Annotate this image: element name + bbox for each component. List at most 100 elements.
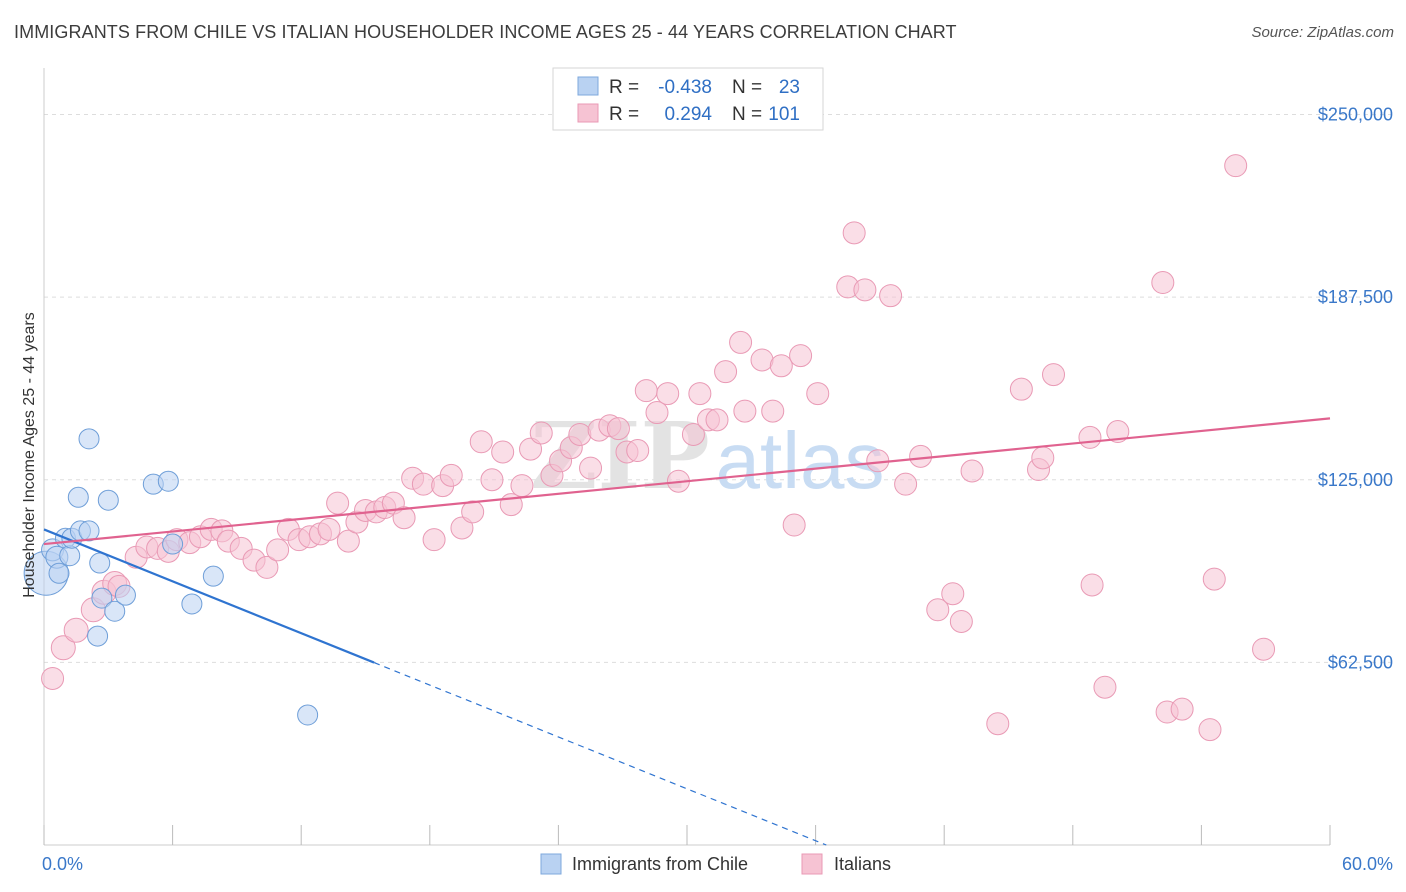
x-tick-label-min: 0.0% — [42, 854, 83, 874]
chile-point — [297, 704, 319, 726]
italians-point — [705, 408, 729, 432]
bottom-legend-swatch-chile — [540, 853, 562, 875]
y-tick-label: $187,500 — [1318, 287, 1393, 307]
legend-swatch-chile — [577, 76, 599, 96]
italians-point — [50, 635, 76, 661]
italians-point — [1198, 718, 1222, 742]
italians-point — [879, 284, 903, 308]
chile-point — [157, 470, 179, 492]
italians-point — [411, 472, 435, 496]
y-tick-label: $250,000 — [1318, 105, 1393, 125]
italians-point — [769, 354, 793, 378]
y-tick-label: $62,500 — [1328, 652, 1393, 672]
italians-point — [568, 422, 592, 446]
grid-lines — [44, 114, 1395, 663]
italians-point — [450, 516, 474, 540]
italians-point — [1080, 573, 1104, 597]
y-tick-labels: $62,500 $125,000 $187,500 $250,000 — [1318, 105, 1393, 673]
italians-point — [1202, 567, 1226, 591]
italians-point — [806, 382, 830, 406]
italians-point — [519, 437, 543, 461]
italians-point — [392, 506, 416, 530]
chart-title: IMMIGRANTS FROM CHILE VS ITALIAN HOUSEHO… — [14, 22, 957, 42]
axes — [43, 68, 1331, 846]
italians-point — [1106, 420, 1130, 444]
series-chile-points — [23, 428, 319, 726]
italians-point — [941, 582, 965, 606]
italians-point — [439, 463, 463, 487]
italians-point — [317, 517, 341, 541]
legend-n-value-italians: 101 — [768, 104, 800, 125]
legend-n-value-chile: 23 — [779, 77, 800, 98]
legend-n-label-italians: N = — [732, 104, 762, 125]
italians-point — [714, 360, 738, 384]
italians-point — [63, 617, 89, 643]
italians-point — [729, 330, 753, 354]
chile-point — [162, 533, 184, 555]
legend-r-label-chile: R = — [609, 77, 639, 98]
italians-point — [986, 712, 1010, 736]
italians-point — [750, 348, 774, 372]
chile-point — [114, 584, 136, 606]
chile-point — [78, 520, 100, 542]
italians-point — [656, 382, 680, 406]
y-tick-label: $125,000 — [1318, 470, 1393, 490]
italians-point — [853, 278, 877, 302]
series-italians-points — [41, 154, 1276, 742]
italians-point — [782, 513, 806, 537]
italians-point — [634, 379, 658, 403]
italians-point — [926, 598, 950, 622]
italians-point — [491, 440, 515, 464]
italians-point — [1093, 675, 1117, 699]
x-tick-label-max: 60.0% — [1342, 854, 1393, 874]
italians-point — [733, 399, 757, 423]
italians-point — [1031, 446, 1055, 470]
bottom-legend-swatch-italians — [801, 853, 823, 875]
legend-r-value-italians: 0.294 — [664, 104, 712, 125]
italians-point — [681, 422, 705, 446]
source-label: Source: ZipAtlas.com — [1251, 24, 1394, 41]
italians-point — [949, 609, 973, 633]
italians-point — [469, 430, 493, 454]
italians-point — [789, 344, 813, 368]
bottom-legend-label-chile: Immigrants from Chile — [572, 854, 748, 874]
legend-swatch-italians — [577, 103, 599, 123]
x-tick-labels: 0.0% 60.0% — [42, 854, 1393, 874]
stats-legend: R = -0.438 N = 23 R = 0.294 N = 101 — [552, 67, 824, 131]
italians-point — [606, 417, 630, 441]
italians-point — [422, 528, 446, 552]
trend-lines — [43, 417, 1331, 846]
italians-point — [1042, 363, 1066, 387]
italians-point — [1009, 377, 1033, 401]
bottom-legend-label-italians: Italians — [834, 854, 891, 874]
italians-point — [894, 472, 918, 496]
italians-point — [255, 555, 279, 579]
italians-point — [1078, 425, 1102, 449]
chile-point — [91, 587, 113, 609]
italians-point — [626, 439, 650, 463]
italians-point — [529, 421, 553, 445]
chile-point — [181, 593, 203, 615]
chile-trend-line — [43, 528, 375, 664]
chile-point — [67, 486, 89, 508]
chile-point — [89, 552, 111, 574]
chile-trend-extension — [373, 662, 827, 846]
italians-point — [1224, 154, 1248, 178]
italians-point — [336, 529, 360, 553]
italians-point — [510, 474, 534, 498]
italians-point — [266, 538, 290, 562]
italians-point — [761, 399, 785, 423]
italians-point — [842, 221, 866, 245]
chile-point — [78, 428, 100, 450]
legend-n-label-chile: N = — [732, 77, 762, 98]
chile-point — [48, 562, 70, 584]
italians-point — [326, 491, 350, 515]
chile-point — [97, 489, 119, 511]
chile-point — [59, 545, 81, 567]
italians-trend-line — [43, 417, 1331, 546]
italians-point — [960, 459, 984, 483]
italians-point — [41, 666, 65, 690]
italians-point — [688, 382, 712, 406]
italians-point — [1170, 697, 1194, 721]
